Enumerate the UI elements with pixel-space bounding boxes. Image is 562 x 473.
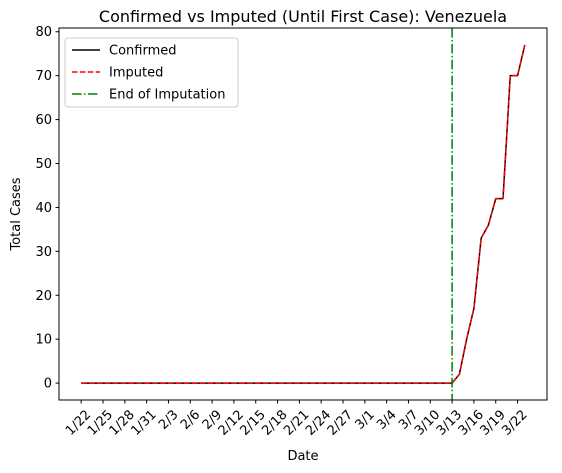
- y-tick-label: 80: [35, 25, 52, 40]
- legend-label: Imputed: [109, 66, 163, 81]
- y-axis-label: Total Cases: [9, 177, 24, 251]
- x-tick-label: 3/22: [499, 407, 530, 438]
- x-axis: 1/221/251/281/312/32/62/92/122/152/182/2…: [63, 400, 531, 439]
- y-tick-label: 50: [35, 157, 52, 172]
- legend: Confirmed Imputed End of Imputation: [64, 37, 239, 108]
- y-tick-label: 40: [35, 201, 52, 216]
- y-tick-label: 70: [35, 69, 52, 84]
- x-tick-label: 3/1: [352, 407, 377, 432]
- plot-area: [81, 28, 526, 400]
- x-tick-label: 3/4: [374, 407, 399, 432]
- y-tick-label: 0: [44, 377, 52, 392]
- legend-box: [64, 37, 239, 108]
- y-tick-label: 60: [35, 113, 52, 128]
- x-tick-label: 1/31: [128, 407, 159, 438]
- y-tick-label: 10: [35, 333, 52, 348]
- x-tick-label: 2/6: [178, 407, 203, 432]
- x-tick-label: 2/27: [325, 407, 356, 438]
- series-line-imputed: [81, 44, 526, 384]
- x-axis-label: Date: [287, 449, 318, 464]
- chart-title: Confirmed vs Imputed (Until First Case):…: [99, 7, 507, 26]
- legend-label: Confirmed: [109, 44, 177, 59]
- y-tick-label: 30: [35, 245, 52, 260]
- legend-label: End of Imputation: [109, 88, 225, 103]
- plot-frame: [58, 27, 548, 401]
- y-axis: 0 10 20 30 40 50 60 70 80: [35, 25, 59, 392]
- x-tick-label: 2/3: [156, 407, 181, 432]
- y-tick-label: 20: [35, 289, 52, 304]
